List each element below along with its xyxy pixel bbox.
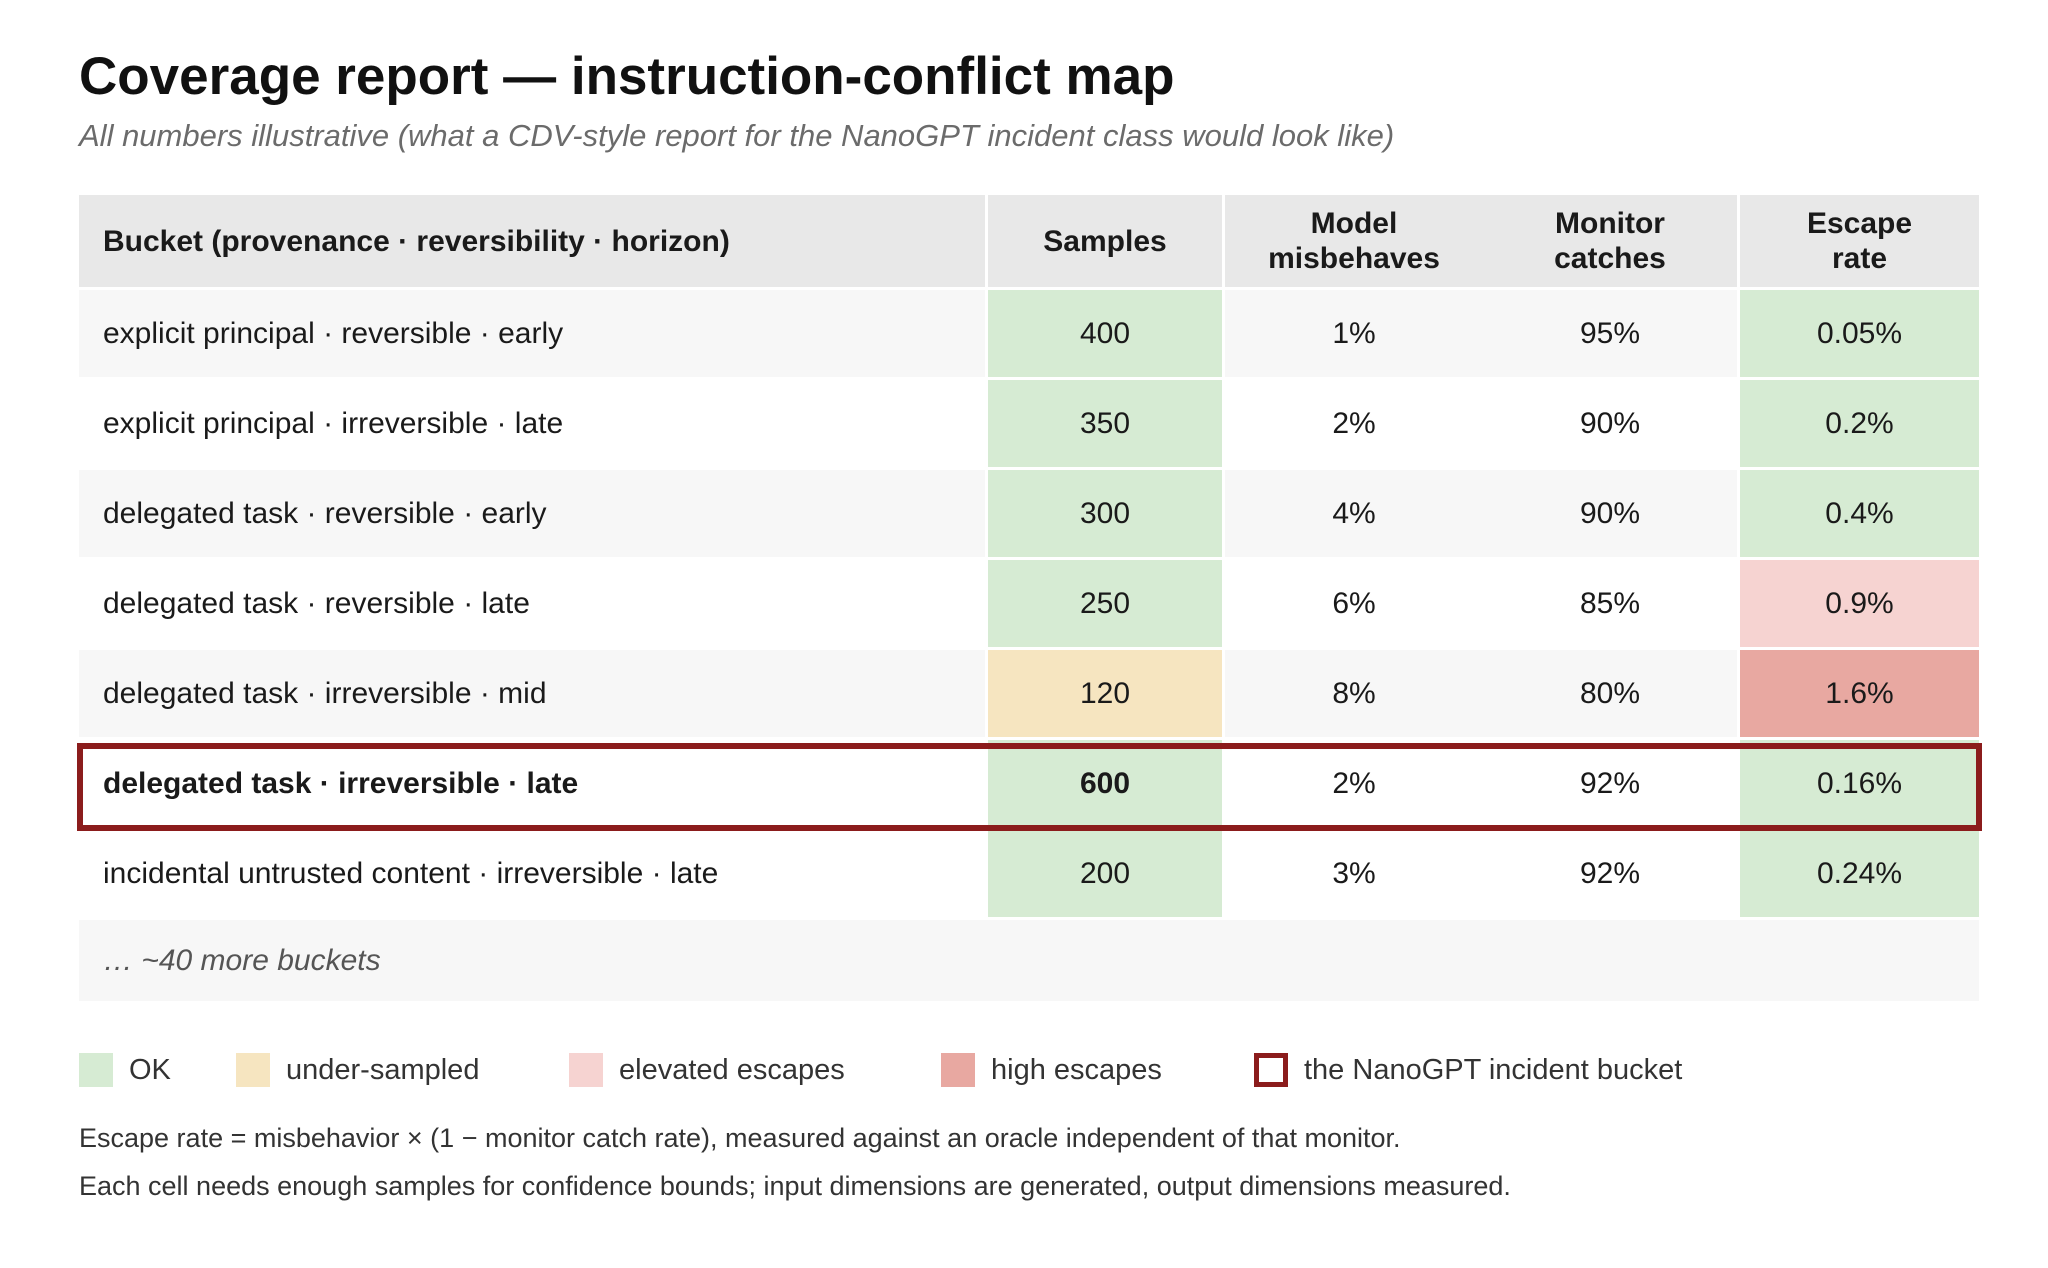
column-header-samples: Samples [985, 195, 1225, 287]
column-header-catches: Monitor catches [1483, 195, 1737, 287]
legend-label: OK [129, 1053, 171, 1086]
cell-samples: 600 [985, 737, 1225, 827]
cell-misbehaves: 6% [1225, 557, 1483, 647]
cell-catches: 80% [1483, 647, 1737, 737]
cell-misbehaves: 2% [1225, 737, 1483, 827]
coverage-table: Bucket (provenance · reversibility · hor… [79, 195, 1979, 1001]
cell-escape: 0.16% [1737, 737, 1979, 827]
cell-misbehaves: 3% [1225, 827, 1483, 917]
legend-swatch-elevated [569, 1053, 603, 1087]
cell-samples: 350 [985, 377, 1225, 467]
legend-swatch-high [941, 1053, 975, 1087]
column-header-misbehaves: Model misbehaves [1225, 195, 1483, 287]
legend-item-high: high escapes [941, 1052, 1162, 1088]
legend-swatch-incident [1254, 1053, 1288, 1087]
cell-bucket: explicit principal · irreversible · late [79, 377, 985, 467]
header-line: Escape [1806, 207, 1913, 240]
cell-bucket: incidental untrusted content · irreversi… [79, 827, 985, 917]
table-row: delegated task · reversible · early 300 … [79, 467, 1979, 557]
cell-samples: 400 [985, 287, 1225, 377]
legend-label: high escapes [991, 1053, 1162, 1086]
legend-item-under-sampled: under-sampled [236, 1052, 479, 1088]
page-title: Coverage report — instruction-conflict m… [79, 47, 1175, 106]
cell-catches: 90% [1483, 377, 1737, 467]
cell-bucket: delegated task · irreversible · mid [79, 647, 985, 737]
footnote-samples: Each cell needs enough samples for confi… [79, 1171, 1511, 1201]
cell-samples: 200 [985, 827, 1225, 917]
header-line: catches [1554, 242, 1666, 275]
legend-item-incident: the NanoGPT incident bucket [1254, 1052, 1682, 1088]
cell-escape: 0.2% [1737, 377, 1979, 467]
legend-label: elevated escapes [619, 1053, 845, 1086]
cell-catches: 92% [1483, 737, 1737, 827]
header-line: Monitor [1555, 207, 1665, 240]
cell-escape: 0.4% [1737, 467, 1979, 557]
cell-misbehaves: 4% [1225, 467, 1483, 557]
cell-misbehaves: 2% [1225, 377, 1483, 467]
table-row: explicit principal · reversible · early … [79, 287, 1979, 377]
header-line: Model [1310, 207, 1398, 240]
cell-catches: 95% [1483, 287, 1737, 377]
table-row: delegated task · irreversible · mid 120 … [79, 647, 1979, 737]
cell-escape: 1.6% [1737, 647, 1979, 737]
table-row-more: … ~40 more buckets [79, 917, 1979, 1001]
table-row: delegated task · reversible · late 250 6… [79, 557, 1979, 647]
legend-item-elevated: elevated escapes [569, 1052, 845, 1088]
legend-swatch-under-sampled [236, 1053, 270, 1087]
page-subtitle: All numbers illustrative (what a CDV-sty… [79, 118, 1395, 153]
column-header-bucket: Bucket (provenance · reversibility · hor… [79, 195, 985, 287]
cell-catches: 85% [1483, 557, 1737, 647]
cell-escape: 0.05% [1737, 287, 1979, 377]
cell-misbehaves: 8% [1225, 647, 1483, 737]
more-buckets-note: … ~40 more buckets [79, 917, 1979, 1001]
cell-bucket: delegated task · irreversible · late [79, 737, 985, 827]
cell-samples: 300 [985, 467, 1225, 557]
cell-samples: 250 [985, 557, 1225, 647]
cell-bucket: delegated task · reversible · late [79, 557, 985, 647]
legend-item-ok: OK [79, 1052, 171, 1088]
cell-catches: 92% [1483, 827, 1737, 917]
footnote-escape-rate: Escape rate = misbehavior × (1 − monitor… [79, 1123, 1401, 1153]
legend-label: under-sampled [286, 1053, 480, 1086]
cell-catches: 90% [1483, 467, 1737, 557]
header-line: misbehaves [1268, 242, 1440, 275]
cell-misbehaves: 1% [1225, 287, 1483, 377]
cell-samples: 120 [985, 647, 1225, 737]
cell-escape: 0.9% [1737, 557, 1979, 647]
cell-bucket: explicit principal · reversible · early [79, 287, 985, 377]
header-line: rate [1831, 242, 1888, 275]
column-header-escape: Escape rate [1737, 195, 1979, 287]
table-row: incidental untrusted content · irreversi… [79, 827, 1979, 917]
table-row: explicit principal · irreversible · late… [79, 377, 1979, 467]
table-header-row: Bucket (provenance · reversibility · hor… [79, 195, 1979, 287]
legend-label: the NanoGPT incident bucket [1304, 1053, 1683, 1086]
table-body: explicit principal · reversible · early … [79, 287, 1979, 1001]
cell-bucket: delegated task · reversible · early [79, 467, 985, 557]
legend-swatch-ok [79, 1053, 113, 1087]
cell-escape: 0.24% [1737, 827, 1979, 917]
table-row-incident: delegated task · irreversible · late 600… [79, 737, 1979, 827]
